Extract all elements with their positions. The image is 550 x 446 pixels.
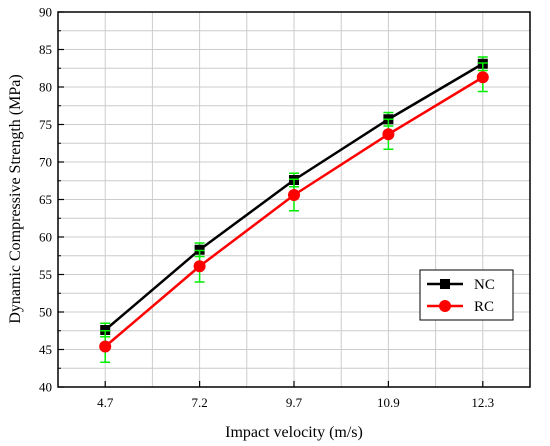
y-tick-label: 45 — [39, 342, 52, 357]
y-tick-label: 75 — [39, 117, 52, 132]
y-tick-label: 40 — [39, 380, 52, 395]
y-tick-label: 65 — [39, 192, 52, 207]
legend: NC RC — [419, 269, 514, 321]
legend-marker-nc — [440, 279, 450, 289]
data-point — [193, 260, 206, 273]
y-tick-label: 90 — [39, 5, 52, 20]
y-tick-label: 80 — [39, 80, 52, 95]
x-tick-label: 4.7 — [97, 395, 114, 410]
data-point — [382, 128, 395, 141]
legend-marker-rc — [439, 300, 451, 312]
x-tick-label: 12.3 — [471, 395, 494, 410]
x-axis-ticks: 4.7 7.2 9.7 10.9 12.3 — [97, 381, 494, 410]
legend-label-rc: RC — [474, 299, 494, 315]
data-point — [288, 189, 300, 201]
y-tick-label: 60 — [39, 230, 52, 245]
y-tick-label: 55 — [39, 267, 52, 282]
x-tick-label: 10.9 — [377, 395, 400, 410]
data-point — [99, 340, 112, 353]
legend-label-nc: NC — [474, 277, 495, 293]
y-tick-label: 50 — [39, 305, 52, 320]
series-layer — [99, 56, 489, 363]
x-tick-label: 7.2 — [191, 395, 207, 410]
x-tick-label: 9.7 — [286, 395, 303, 410]
plot-frame — [57, 11, 531, 388]
y-axis-ticks: 40 45 50 55 60 65 70 75 80 85 90 — [39, 5, 64, 395]
series-rc — [99, 62, 489, 363]
x-axis-title: Impact velocity (m/s) — [225, 424, 363, 441]
y-tick-label: 70 — [39, 155, 52, 170]
y-axis-title: Dynamic Compressive Strength (MPa) — [7, 74, 24, 323]
y-tick-label: 85 — [39, 42, 52, 57]
legend-box — [419, 269, 514, 321]
data-point — [476, 71, 489, 84]
